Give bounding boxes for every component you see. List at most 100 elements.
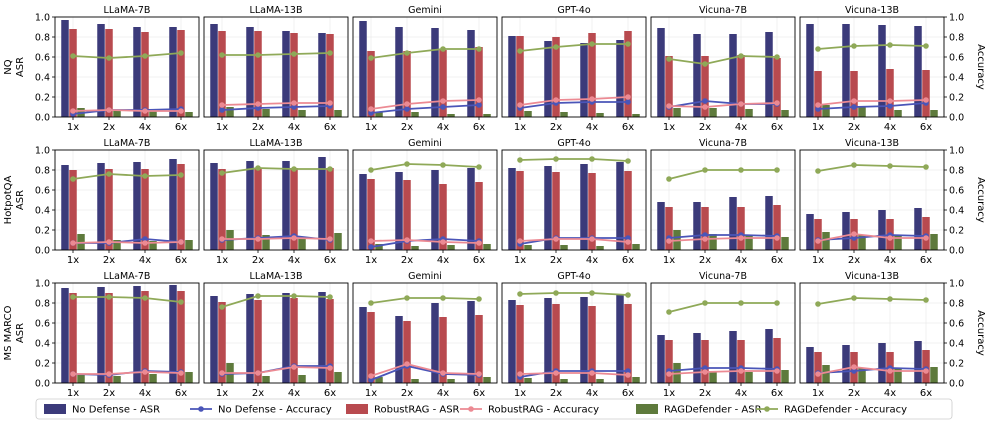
bar-nd-asr bbox=[693, 202, 701, 250]
x-tick-label: 6x bbox=[622, 388, 634, 399]
x-tick-label: 6x bbox=[771, 122, 783, 133]
marker-rr-acc bbox=[851, 364, 857, 370]
bar-rd-asr bbox=[781, 237, 789, 250]
bar-rd-asr bbox=[411, 246, 419, 250]
bar-rr-asr bbox=[475, 182, 483, 250]
x-tick-label: 2x bbox=[699, 388, 711, 399]
x-tick-label: 4x bbox=[139, 388, 151, 399]
marker-rr-acc bbox=[368, 373, 374, 379]
marker-rr-acc bbox=[702, 369, 708, 375]
marker-rd-acc bbox=[404, 295, 410, 301]
marker-rd-acc bbox=[476, 296, 482, 302]
bar-rd-asr bbox=[709, 108, 717, 117]
bar-nd-asr bbox=[169, 27, 177, 117]
y2-tick-label: 1.0 bbox=[949, 146, 964, 157]
marker-rd-acc bbox=[142, 173, 148, 179]
bar-nd-asr bbox=[657, 28, 665, 117]
marker-rd-acc bbox=[851, 162, 857, 168]
bar-rd-asr bbox=[447, 114, 455, 117]
panel-title: GPT-4o bbox=[557, 5, 590, 16]
x-tick-label: 6x bbox=[175, 255, 187, 266]
panel-frame bbox=[203, 282, 349, 384]
x-tick-label: 4x bbox=[437, 388, 449, 399]
bar-rd-asr bbox=[822, 105, 830, 117]
line-rd-acc bbox=[817, 297, 927, 305]
panel-frame bbox=[203, 149, 349, 251]
panel-title: Vicuna-7B bbox=[699, 5, 747, 16]
bar-nd-asr bbox=[169, 159, 177, 250]
x-tick-label: 1x bbox=[514, 122, 526, 133]
bar-nd-asr bbox=[729, 331, 737, 383]
x-tick-label: 2x bbox=[401, 255, 413, 266]
marker-rd-acc bbox=[625, 41, 631, 47]
bar-rr-asr bbox=[367, 179, 375, 250]
bar-nd-asr bbox=[914, 208, 922, 250]
marker-nd-acc bbox=[142, 236, 148, 242]
line-rr-acc bbox=[72, 241, 182, 244]
bar-nd-asr bbox=[395, 27, 403, 117]
bar-nd-asr bbox=[765, 329, 773, 383]
panel-title: LLaMA-7B bbox=[104, 5, 151, 16]
right-axis-label: Accuracy bbox=[975, 310, 986, 356]
bar-rd-asr bbox=[149, 241, 157, 250]
marker-rd-acc bbox=[923, 164, 929, 170]
panel-frame bbox=[54, 149, 200, 251]
marker-rr-acc bbox=[923, 97, 929, 103]
marker-rd-acc bbox=[70, 53, 76, 59]
panel-frame bbox=[799, 149, 945, 251]
marker-rr-acc bbox=[815, 371, 821, 377]
x-tick-label: 6x bbox=[324, 255, 336, 266]
bar-rd-asr bbox=[930, 234, 938, 250]
panel-title: LLaMA-13B bbox=[250, 138, 303, 149]
line-nd-acc bbox=[370, 104, 480, 114]
x-tick-label: 4x bbox=[884, 255, 896, 266]
left-axis-label: ASR bbox=[15, 190, 26, 210]
line-rd-acc bbox=[519, 158, 629, 162]
x-tick-label: 2x bbox=[848, 388, 860, 399]
bar-nd-asr bbox=[282, 31, 290, 117]
bar-rr-asr bbox=[254, 300, 262, 383]
bar-rr-asr bbox=[665, 340, 673, 383]
marker-rr-acc bbox=[404, 101, 410, 107]
bar-nd-asr bbox=[580, 297, 588, 383]
bar-rd-asr bbox=[113, 240, 121, 250]
bar-rd-asr bbox=[894, 368, 902, 383]
bar-rd-asr bbox=[709, 234, 717, 250]
marker-rr-acc bbox=[476, 97, 482, 103]
bar-rr-asr bbox=[773, 338, 781, 383]
marker-rr-acc bbox=[625, 94, 631, 100]
bar-rd-asr bbox=[262, 109, 270, 117]
marker-nd-acc bbox=[851, 368, 857, 374]
panel-frame bbox=[799, 282, 945, 384]
y-tick-label: 0.2 bbox=[35, 226, 50, 237]
marker-rr-acc bbox=[589, 96, 595, 102]
marker-rd-acc bbox=[327, 166, 333, 172]
bar-rr-asr bbox=[290, 168, 298, 250]
y2-tick-label: 0.8 bbox=[949, 33, 964, 44]
bar-rr-asr bbox=[475, 315, 483, 383]
bar-rr-asr bbox=[475, 47, 483, 117]
bar-rd-asr bbox=[411, 112, 419, 117]
line-rr-acc bbox=[519, 238, 629, 243]
bar-rr-asr bbox=[403, 321, 411, 383]
bar-rd-asr bbox=[149, 374, 157, 383]
line-nd-acc bbox=[817, 102, 927, 110]
bar-rr-asr bbox=[326, 299, 334, 383]
y2-tick-label: 0.8 bbox=[949, 166, 964, 177]
marker-rd-acc bbox=[440, 295, 446, 301]
x-tick-label: 1x bbox=[365, 122, 377, 133]
marker-rd-acc bbox=[255, 52, 261, 58]
x-tick-label: 4x bbox=[288, 255, 300, 266]
panel-frame bbox=[352, 16, 498, 118]
bar-rr-asr bbox=[326, 168, 334, 250]
bar-rr-asr bbox=[439, 317, 447, 383]
bar-nd-asr bbox=[806, 347, 814, 383]
marker-rd-acc bbox=[142, 295, 148, 301]
bar-rd-asr bbox=[375, 112, 383, 117]
bar-rd-asr bbox=[447, 245, 455, 250]
bar-rd-asr bbox=[298, 110, 306, 117]
bar-nd-asr bbox=[359, 174, 367, 250]
y-tick-label: 0.6 bbox=[35, 186, 50, 197]
dataset-label: HotpotQA bbox=[3, 176, 14, 225]
y2-tick-label: 0.8 bbox=[949, 299, 964, 310]
